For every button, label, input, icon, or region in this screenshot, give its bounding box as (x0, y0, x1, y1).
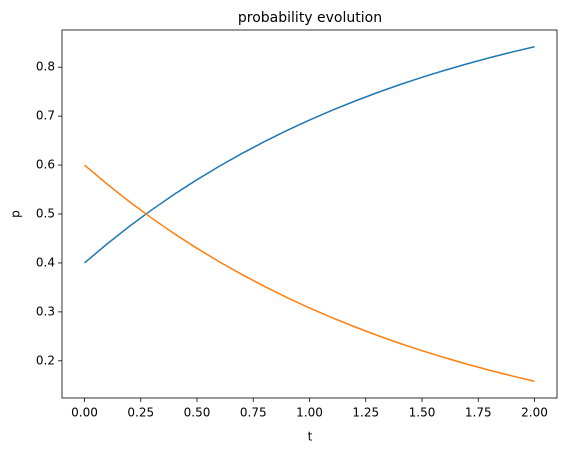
y-tick-label: 0.3 (36, 304, 55, 318)
x-tick-label: 1.50 (409, 406, 436, 420)
plot-frame (61, 29, 558, 399)
y-tick-label: 0.2 (36, 353, 55, 367)
chart-title: probability evolution (238, 10, 382, 26)
x-tick-label: 0.25 (127, 406, 154, 420)
line-series (84, 164, 535, 382)
y-tick-label: 0.4 (36, 255, 55, 269)
y-tick-label: 0.5 (36, 207, 55, 221)
x-axis-label: t (308, 430, 313, 444)
line-series (84, 46, 535, 264)
x-tick-label: 0.75 (240, 406, 267, 420)
x-tick-label: 0.00 (71, 406, 98, 420)
x-tick-label: 1.25 (352, 406, 379, 420)
y-tick-label: 0.6 (36, 158, 55, 172)
x-tick-label: 0.50 (184, 406, 211, 420)
y-axis-label: p (9, 210, 23, 218)
x-tick-label: 1.75 (465, 406, 492, 420)
x-tick-label: 1.00 (296, 406, 323, 420)
x-tick-label: 2.00 (521, 406, 548, 420)
y-tick-label: 0.7 (36, 109, 55, 123)
y-tick-label: 0.8 (36, 60, 55, 74)
